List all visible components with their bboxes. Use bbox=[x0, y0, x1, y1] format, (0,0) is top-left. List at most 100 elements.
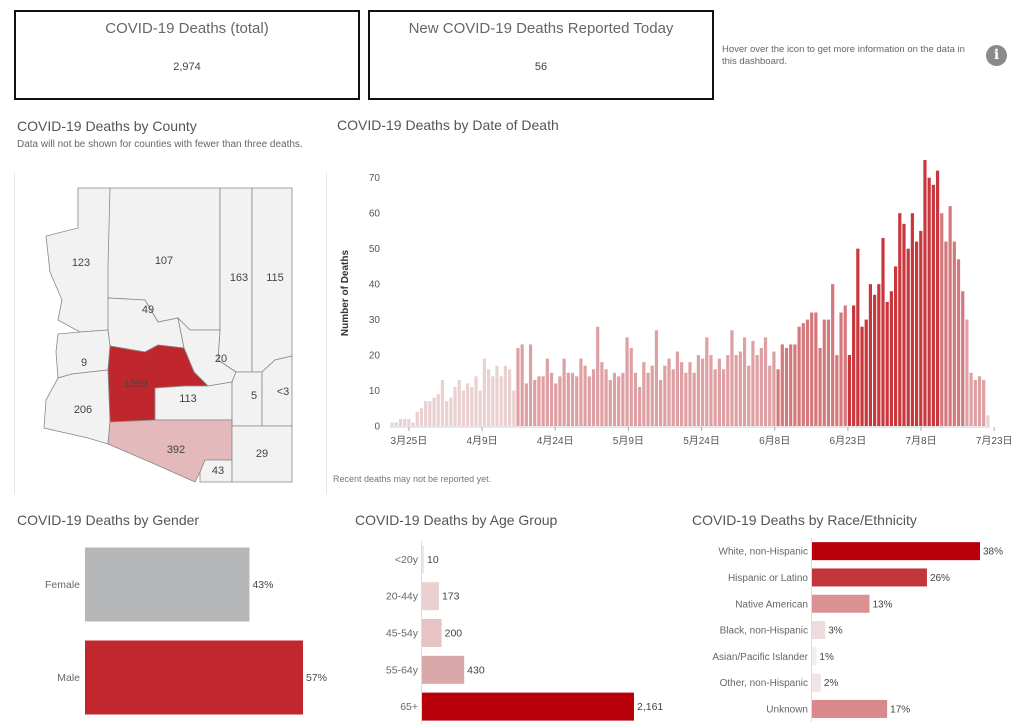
date-bar[interactable] bbox=[906, 248, 910, 426]
date-bar[interactable] bbox=[780, 344, 784, 426]
date-bar[interactable] bbox=[751, 340, 755, 426]
date-bar[interactable] bbox=[495, 365, 499, 426]
date-bar[interactable] bbox=[931, 184, 935, 426]
date-bar[interactable] bbox=[436, 394, 440, 426]
race-bar[interactable] bbox=[812, 568, 927, 587]
date-bar[interactable] bbox=[680, 362, 684, 426]
age-bar[interactable] bbox=[422, 545, 424, 574]
date-bar[interactable] bbox=[923, 160, 927, 426]
date-bar[interactable] bbox=[667, 358, 671, 426]
date-bar[interactable] bbox=[902, 223, 906, 426]
date-bar[interactable] bbox=[659, 379, 663, 426]
date-bar[interactable] bbox=[587, 376, 591, 426]
date-bar[interactable] bbox=[839, 312, 843, 426]
date-bar[interactable] bbox=[591, 369, 596, 426]
age-bar[interactable] bbox=[422, 655, 465, 684]
date-bar[interactable] bbox=[814, 312, 818, 426]
date-bar[interactable] bbox=[734, 355, 738, 426]
date-bar[interactable] bbox=[877, 284, 881, 426]
date-bar[interactable] bbox=[726, 355, 730, 426]
date-bar[interactable] bbox=[847, 355, 852, 426]
date-bar[interactable] bbox=[952, 241, 956, 426]
date-bar[interactable] bbox=[860, 326, 864, 426]
date-bar[interactable] bbox=[424, 401, 428, 426]
date-bar[interactable] bbox=[390, 422, 394, 426]
date-bar[interactable] bbox=[629, 347, 633, 426]
date-bar[interactable] bbox=[478, 390, 482, 426]
date-bar[interactable] bbox=[935, 170, 940, 426]
county-greenlee[interactable] bbox=[261, 355, 293, 427]
date-bar[interactable] bbox=[742, 337, 747, 426]
date-bar[interactable] bbox=[570, 372, 575, 426]
date-bar[interactable] bbox=[654, 330, 659, 426]
date-bar[interactable] bbox=[910, 213, 914, 426]
date-bar[interactable] bbox=[398, 418, 403, 426]
date-bar[interactable] bbox=[692, 372, 696, 426]
date-bar[interactable] bbox=[503, 365, 507, 426]
date-bar[interactable] bbox=[558, 376, 562, 426]
county-cochise[interactable] bbox=[231, 425, 293, 483]
date-bar[interactable] bbox=[986, 415, 990, 426]
date-bar[interactable] bbox=[856, 248, 860, 426]
date-bar[interactable] bbox=[818, 347, 822, 426]
date-bar[interactable] bbox=[889, 291, 893, 426]
date-bar[interactable] bbox=[583, 365, 587, 426]
date-bar[interactable] bbox=[419, 408, 424, 426]
age-bar[interactable] bbox=[422, 582, 439, 611]
date-bar[interactable] bbox=[549, 372, 554, 426]
race-bar[interactable] bbox=[812, 673, 821, 692]
date-bar[interactable] bbox=[528, 344, 533, 426]
date-bar[interactable] bbox=[700, 358, 705, 426]
date-bar[interactable] bbox=[965, 319, 969, 426]
date-bar[interactable] bbox=[491, 376, 495, 426]
date-bar[interactable] bbox=[461, 390, 466, 426]
date-bar[interactable] bbox=[893, 266, 898, 426]
date-bar[interactable] bbox=[445, 401, 449, 426]
date-bar[interactable] bbox=[537, 376, 541, 426]
date-bar[interactable] bbox=[914, 241, 919, 426]
date-bar[interactable] bbox=[948, 206, 952, 426]
date-bar[interactable] bbox=[696, 355, 700, 426]
date-bar[interactable] bbox=[411, 422, 415, 426]
date-bar[interactable] bbox=[717, 358, 721, 426]
date-bar[interactable] bbox=[633, 372, 638, 426]
date-bar[interactable] bbox=[835, 355, 839, 426]
date-bar[interactable] bbox=[738, 351, 742, 426]
date-bar[interactable] bbox=[776, 369, 780, 426]
date-bar[interactable] bbox=[927, 177, 931, 426]
date-bar[interactable] bbox=[600, 362, 604, 426]
date-bar[interactable] bbox=[566, 372, 570, 426]
date-bar[interactable] bbox=[575, 376, 579, 426]
date-bar[interactable] bbox=[772, 351, 776, 426]
date-bar[interactable] bbox=[977, 376, 982, 426]
date-bar[interactable] bbox=[868, 284, 873, 426]
date-bar[interactable] bbox=[709, 355, 713, 426]
date-bar[interactable] bbox=[671, 369, 675, 426]
date-bar[interactable] bbox=[499, 376, 503, 426]
county-graham[interactable] bbox=[231, 371, 263, 427]
date-bar[interactable] bbox=[675, 351, 680, 426]
age-bar[interactable] bbox=[422, 692, 634, 721]
date-bar[interactable] bbox=[873, 294, 877, 426]
date-bar[interactable] bbox=[457, 379, 461, 426]
race-bar[interactable] bbox=[812, 542, 980, 561]
race-bar[interactable] bbox=[812, 699, 888, 718]
date-bar[interactable] bbox=[956, 259, 961, 426]
date-bar[interactable] bbox=[487, 369, 491, 426]
date-bar[interactable] bbox=[864, 319, 868, 426]
gender-bar[interactable] bbox=[85, 547, 250, 622]
date-bar[interactable] bbox=[747, 365, 751, 426]
date-bar[interactable] bbox=[650, 365, 654, 426]
date-bar[interactable] bbox=[789, 344, 793, 426]
date-bar[interactable] bbox=[562, 358, 566, 426]
gender-bar[interactable] bbox=[85, 640, 303, 715]
date-bar[interactable] bbox=[684, 372, 688, 426]
date-bar[interactable] bbox=[688, 362, 692, 426]
date-bar[interactable] bbox=[428, 401, 432, 426]
age-bar[interactable] bbox=[422, 619, 442, 647]
date-bar[interactable] bbox=[982, 379, 986, 426]
date-bar[interactable] bbox=[579, 358, 583, 426]
date-bar[interactable] bbox=[730, 330, 734, 426]
date-bar[interactable] bbox=[453, 386, 457, 426]
date-bar[interactable] bbox=[507, 369, 512, 426]
